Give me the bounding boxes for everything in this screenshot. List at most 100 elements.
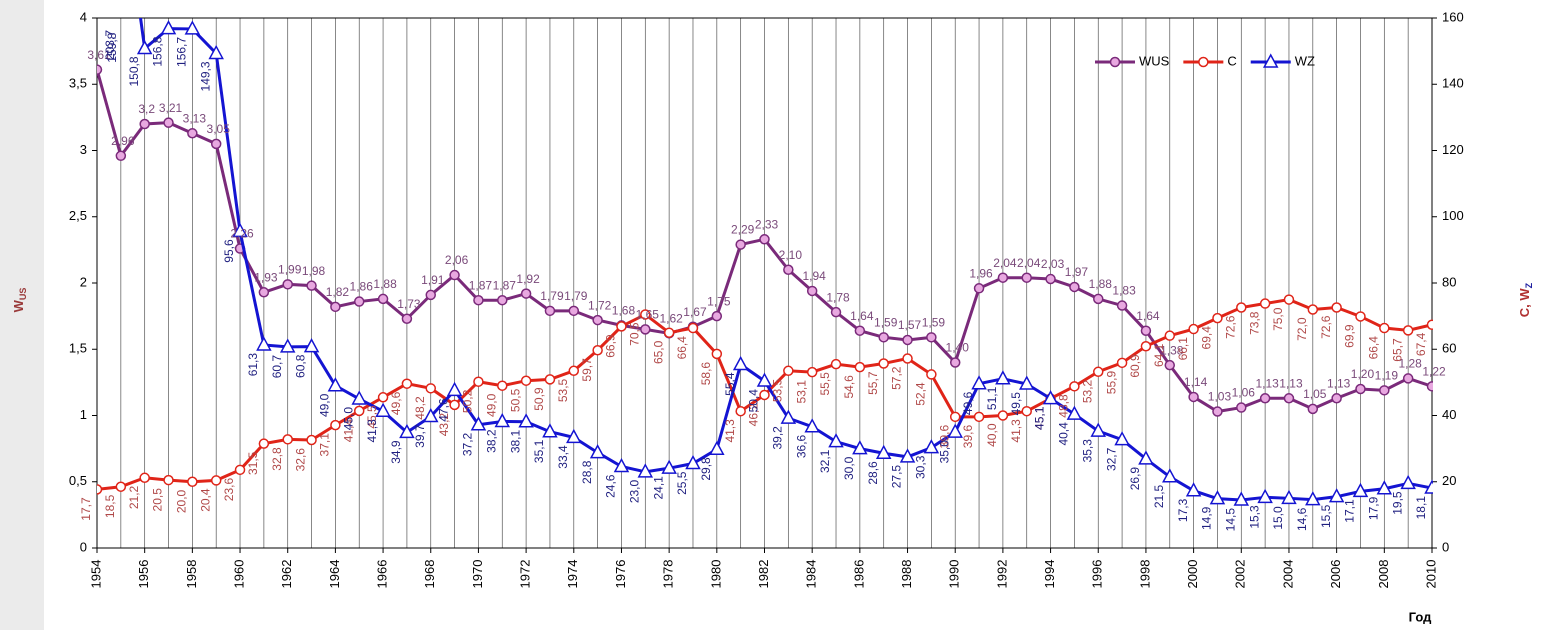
data-label: 1,20 [1351,367,1375,381]
point-marker [544,374,556,385]
data-label: 38,2 [484,429,498,453]
y2-tick-label: 100 [1442,208,1464,223]
x-tick-label: 1994 [1042,560,1057,589]
data-label: 36,6 [794,434,808,458]
point-marker [1328,488,1345,503]
point-marker [544,305,556,317]
data-label: 66,9 [604,334,618,358]
point-marker [806,366,818,378]
y-tick-label: 2,5 [69,208,87,223]
point-marker [1426,319,1433,330]
data-label: 50,2 [461,389,475,413]
data-label: 156,7 [175,37,189,67]
point-marker [1209,490,1226,505]
y2-label-sub: Z [1524,282,1534,288]
data-label: 1,93 [254,270,278,284]
point-marker [327,377,344,392]
data-label: 60,7 [270,355,284,379]
y2-tick-label: 20 [1442,473,1456,488]
point-marker [1021,272,1032,283]
point-marker [1114,431,1130,446]
data-label: 23,0 [627,479,641,503]
x-axis-label: Год [1409,609,1432,624]
data-label: 73,8 [1247,311,1261,335]
data-label: 49,6 [389,391,403,415]
data-label: 45,1 [1033,406,1047,430]
data-label: 51,1 [985,386,999,410]
x-tick-label: 1980 [708,560,723,589]
point-marker [1140,325,1152,336]
x-tick-label: 1968 [422,560,437,589]
point-marker [282,434,293,445]
data-label: 1,94 [802,269,826,283]
data-label: 49,0 [318,393,332,417]
data-label: 50,9 [532,387,546,411]
data-label: 1,96 [969,266,993,280]
data-label: 52,4 [914,382,928,406]
point-marker [709,440,725,456]
point-marker [878,358,889,369]
point-marker [1305,491,1321,506]
data-label: 1,79 [540,289,564,303]
data-label: 1,97 [1065,265,1089,279]
data-label: 3,2 [138,102,155,116]
data-label: 35,3 [1080,439,1094,463]
data-label: 69,4 [1200,326,1214,350]
point-marker [830,306,842,318]
point-marker [1283,294,1295,305]
data-label: 35,0 [937,440,951,464]
data-label: 1,67 [683,305,707,319]
legend-label: WZ [1295,53,1315,68]
point-marker [449,399,460,411]
point-marker [520,375,532,386]
data-label: 54,6 [842,375,856,399]
point-marker [279,338,296,353]
x-tick-label: 1970 [470,560,485,589]
point-marker [353,296,365,307]
data-label: 27,5 [890,465,904,489]
point-marker [353,405,365,417]
point-marker [1355,311,1366,322]
point-marker [949,411,961,423]
point-marker [1116,357,1128,369]
point-marker [926,369,937,380]
point-marker [1352,482,1369,498]
point-marker [997,410,1009,421]
data-label: 32,8 [270,447,284,471]
point-marker [783,365,794,377]
point-marker [306,280,317,291]
x-tick-label: 1964 [327,560,342,589]
point-marker [1021,405,1032,417]
x-tick-label: 2002 [1233,560,1248,589]
data-label: 41,3 [365,419,379,443]
data-label: 64,1 [1152,343,1166,367]
x-tick-label: 1992 [994,560,1009,589]
data-label: 1,14 [1184,375,1208,389]
data-label: 2,10 [779,248,803,262]
point-marker [685,454,701,470]
point-marker [806,285,818,297]
data-label: 1,91 [421,273,445,287]
x-tick-label: 1960 [231,560,246,589]
y2-tick-label: 120 [1442,142,1464,157]
x-tick-label: 2000 [1185,560,1200,589]
point-marker [1140,341,1152,352]
point-marker [804,418,820,433]
point-marker [875,444,892,460]
point-marker [1376,480,1393,495]
data-label: 1,88 [373,277,397,291]
point-marker [1116,300,1128,311]
data-label: 1,13 [1327,376,1351,390]
point-marker [210,138,222,150]
point-marker [1164,359,1176,371]
data-label: 3,13 [183,111,207,125]
data-label: 53,5 [771,378,785,402]
data-label: 1,75 [707,294,731,308]
point-marker [1164,330,1176,341]
point-marker [852,440,868,455]
data-label: 156,8 [151,36,165,66]
data-label: 17,9 [1366,496,1380,520]
data-label: 15,5 [1319,504,1333,528]
data-label: 1,59 [922,315,946,329]
y-tick-label: 0 [80,539,87,554]
